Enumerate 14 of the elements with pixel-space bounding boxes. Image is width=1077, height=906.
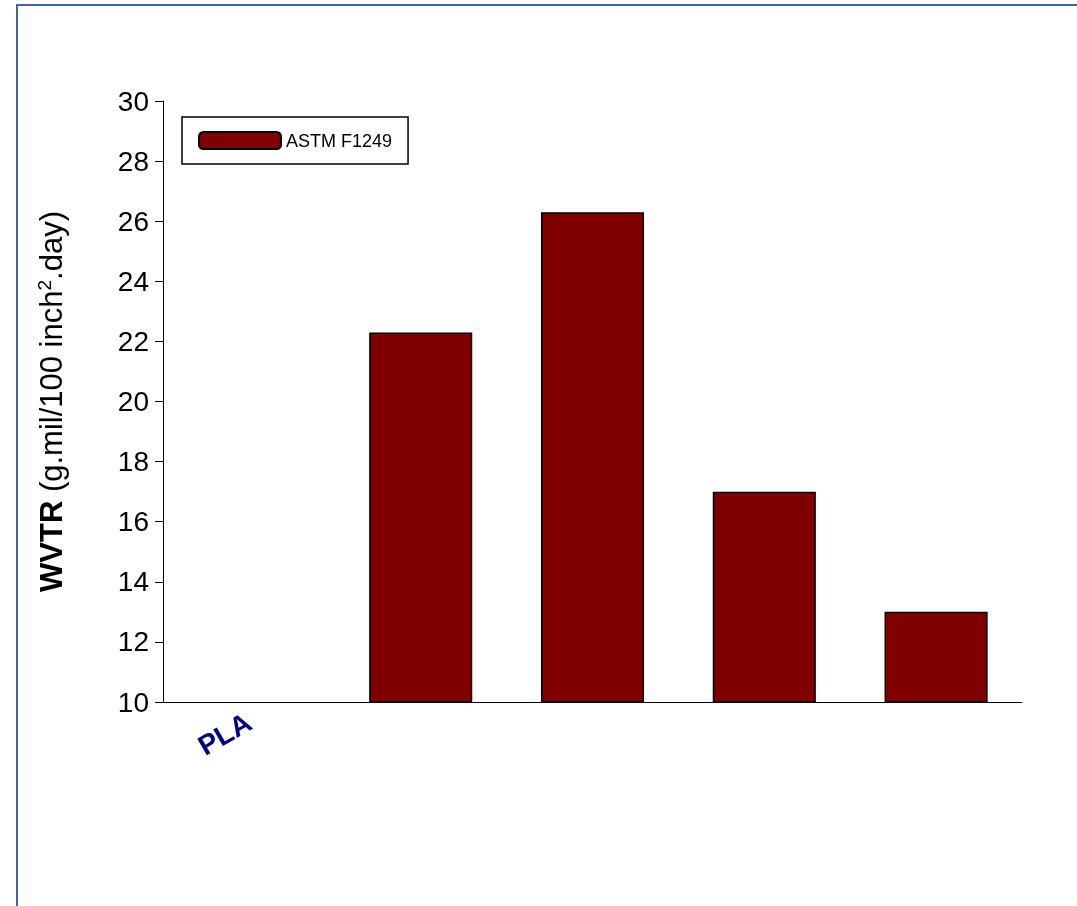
y-axis-title: WVTR (g.mil/100 inch2.day) [34,211,69,592]
y-tick-label: 12 [117,626,149,658]
y-tick-label: 20 [117,386,149,417]
y-tick-label: 28 [117,145,149,177]
y-tick-label: 16 [117,506,149,538]
legend-label: ASTM F1249 [286,130,393,151]
y-tick-label: 22 [117,325,149,357]
y-tick-label: 18 [117,446,149,478]
y-tick-label: 24 [117,265,149,297]
x-tick-label: PLA [192,706,257,762]
y-tick-label: 14 [117,566,149,598]
y-tick-label: 26 [117,205,149,237]
y-tick-label: 30 [117,85,149,117]
y-tick-label: 10 [117,686,149,718]
